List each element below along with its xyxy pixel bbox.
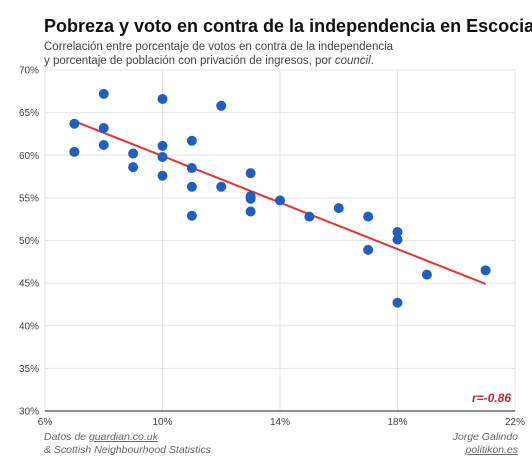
x-tick-label: 6% (38, 417, 53, 428)
subtitle-line-1: Correlación entre porcentaje de votos en… (44, 41, 394, 53)
data-point (186, 181, 197, 192)
data-point (157, 140, 168, 151)
data-point (186, 135, 197, 146)
y-tick-label: 60% (19, 151, 39, 162)
x-tick-label: 14% (270, 417, 290, 428)
chart-subtitle: Correlación entre porcentaje de votos en… (44, 40, 514, 68)
footer-source-line2: & Scottish Neighbourhood Statistics (44, 444, 211, 456)
subtitle-line-2: y porcentaje de población con privación … (44, 55, 335, 67)
y-tick-label: 35% (19, 364, 39, 375)
footer-source-prefix: Datos de (44, 431, 89, 443)
data-point (333, 203, 344, 214)
y-tick-label: 45% (19, 279, 39, 290)
data-point (128, 148, 139, 159)
data-point (69, 118, 80, 129)
subtitle-end: . (370, 55, 374, 67)
data-point (186, 163, 197, 174)
data-point (480, 265, 491, 276)
data-point (275, 195, 285, 206)
x-tick-label: 18% (387, 417, 407, 428)
footer-author: Jorge Galindo politikon.es (453, 431, 518, 457)
data-point (69, 146, 80, 157)
footer-source: Datos de guardian.co.uk & Scottish Neigh… (44, 431, 211, 457)
x-tick-label: 10% (152, 417, 172, 428)
chart-title: Pobreza y voto en contra de la independe… (44, 16, 532, 36)
data-point (363, 211, 374, 222)
data-point (157, 93, 168, 104)
y-tick-label: 55% (19, 193, 39, 204)
data-point (216, 100, 227, 111)
x-tick-label: 22% (505, 417, 525, 428)
data-point (304, 211, 315, 222)
data-point (363, 244, 374, 255)
author-name: Jorge Galindo (452, 431, 518, 443)
data-point (421, 269, 432, 280)
data-point (128, 162, 139, 173)
data-point (216, 181, 227, 192)
correlation-label: r=-0.86 (472, 391, 511, 405)
data-point (98, 140, 109, 151)
data-point (157, 151, 168, 162)
data-point (245, 193, 256, 204)
data-point (98, 122, 109, 133)
data-point (186, 210, 197, 221)
data-point (392, 226, 403, 237)
politikon-link[interactable]: politikon.es (465, 444, 518, 456)
y-tick-label: 70% (19, 66, 39, 77)
y-tick-label: 40% (19, 321, 39, 332)
data-point (245, 206, 256, 217)
y-tick-label: 30% (19, 407, 39, 418)
data-point (98, 88, 109, 99)
data-point (392, 297, 403, 308)
y-tick-label: 50% (19, 236, 39, 247)
subtitle-italic: council (334, 55, 371, 67)
data-point (392, 234, 403, 245)
y-tick-label: 65% (19, 108, 39, 119)
data-point (245, 168, 256, 179)
guardian-link[interactable]: guardian.co.uk (88, 431, 158, 443)
data-point (157, 170, 168, 181)
